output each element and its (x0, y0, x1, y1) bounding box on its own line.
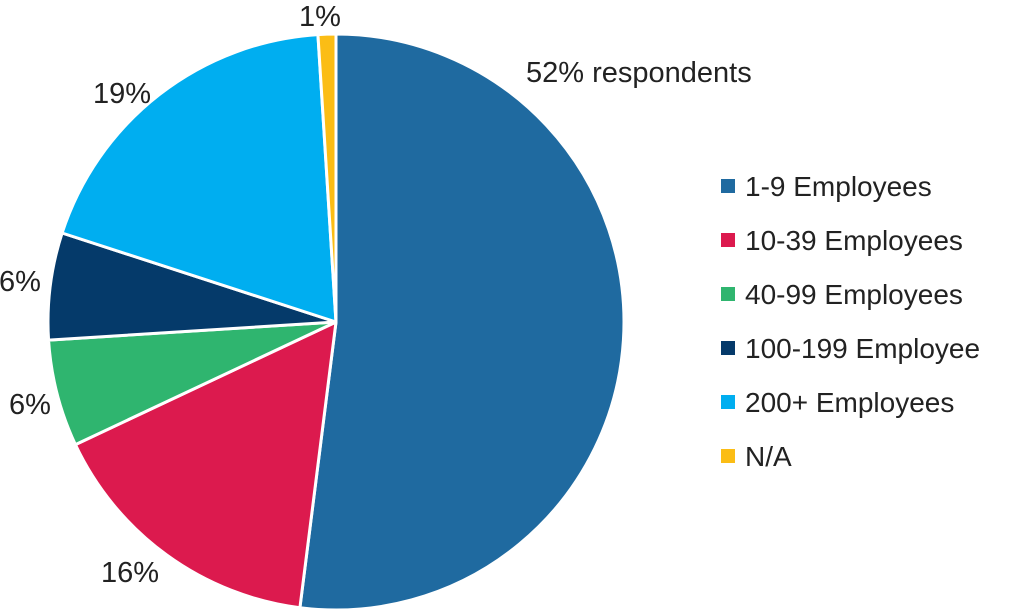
legend-label: 1-9 Employees (745, 171, 932, 202)
legend-label: N/A (745, 441, 792, 472)
legend-label: 100-199 Employee (745, 333, 980, 364)
legend-item-40-99-employees: 40-99 Employees (721, 279, 963, 310)
legend-label: 200+ Employees (745, 387, 954, 418)
pie-slice-n-a (316, 32, 338, 324)
slice-label-200-employees: 19% (93, 78, 151, 110)
slice-label-n-a: 1% (299, 1, 341, 33)
legend-swatch (721, 395, 735, 409)
slice-label-40-99-employees: 6% (9, 389, 51, 421)
legend-item-200-employees: 200+ Employees (721, 387, 954, 418)
legend: 1-9 Employees 10-39 Employees 40-99 Employ… (721, 171, 980, 472)
legend-swatch (721, 449, 735, 463)
pie-slice-1-9-employees (298, 32, 626, 612)
legend-item-100-199-employee: 100-199 Employee (721, 333, 980, 364)
legend-label: 10-39 Employees (745, 225, 963, 256)
pie-slice-10-39-employees (73, 320, 338, 610)
slice-label-100-199-employee: 6% (0, 266, 41, 298)
legend-swatch (721, 233, 735, 247)
legend-item-10-39-employees: 10-39 Employees (721, 225, 963, 256)
legend-label: 40-99 Employees (745, 279, 963, 310)
legend-item-n-a: N/A (721, 441, 792, 472)
slice-labels: 52% respondents 16% 6% 6% 19% 1% (0, 1, 752, 589)
pie-slices (46, 32, 626, 612)
legend-item-1-9-employees: 1-9 Employees (721, 171, 932, 202)
slice-label-1-9-employees: 52% respondents (526, 57, 752, 89)
legend-swatch (721, 179, 735, 193)
legend-swatch (721, 341, 735, 355)
pie-slice-200-employees (60, 33, 338, 324)
legend-swatch (721, 287, 735, 301)
slice-label-10-39-employees: 16% (101, 557, 159, 589)
